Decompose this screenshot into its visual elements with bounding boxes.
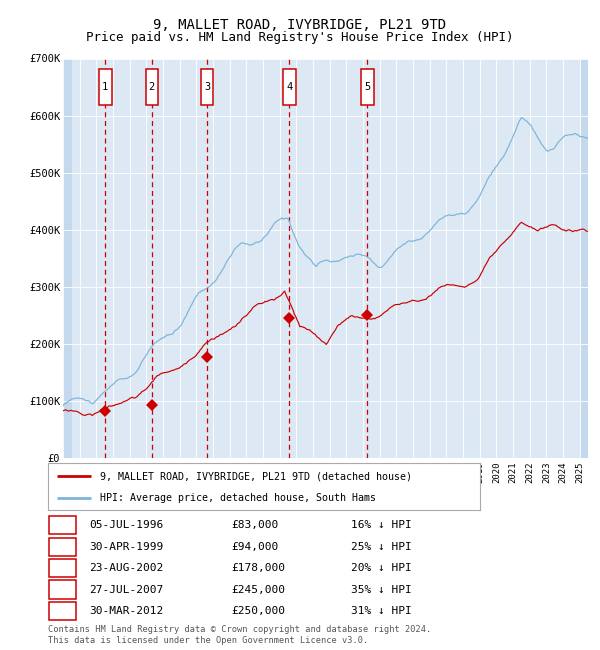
FancyBboxPatch shape: [283, 69, 296, 105]
Text: Price paid vs. HM Land Registry's House Price Index (HPI): Price paid vs. HM Land Registry's House …: [86, 31, 514, 44]
Text: HPI: Average price, detached house, South Hams: HPI: Average price, detached house, Sout…: [100, 493, 376, 502]
Text: 05-JUL-1996: 05-JUL-1996: [89, 520, 163, 530]
Text: 4: 4: [59, 584, 65, 595]
Text: 35% ↓ HPI: 35% ↓ HPI: [351, 584, 412, 595]
Text: 5: 5: [59, 606, 65, 616]
Text: 2: 2: [149, 82, 155, 92]
FancyBboxPatch shape: [99, 69, 112, 105]
Text: 30-MAR-2012: 30-MAR-2012: [89, 606, 163, 616]
Bar: [63, 58, 72, 458]
Text: 27-JUL-2007: 27-JUL-2007: [89, 584, 163, 595]
Text: 25% ↓ HPI: 25% ↓ HPI: [351, 541, 412, 552]
Bar: [580, 58, 588, 458]
Text: £250,000: £250,000: [231, 606, 285, 616]
Text: 16% ↓ HPI: 16% ↓ HPI: [351, 520, 412, 530]
Text: 20% ↓ HPI: 20% ↓ HPI: [351, 563, 412, 573]
Text: 1: 1: [59, 520, 65, 530]
Text: 30-APR-1999: 30-APR-1999: [89, 541, 163, 552]
Text: 4: 4: [286, 82, 292, 92]
Text: 31% ↓ HPI: 31% ↓ HPI: [351, 606, 412, 616]
Text: £245,000: £245,000: [231, 584, 285, 595]
FancyBboxPatch shape: [146, 69, 158, 105]
FancyBboxPatch shape: [361, 69, 373, 105]
FancyBboxPatch shape: [200, 69, 214, 105]
Text: 9, MALLET ROAD, IVYBRIDGE, PL21 9TD (detached house): 9, MALLET ROAD, IVYBRIDGE, PL21 9TD (det…: [100, 471, 412, 481]
Text: £178,000: £178,000: [231, 563, 285, 573]
Text: £83,000: £83,000: [231, 520, 278, 530]
Text: 1: 1: [102, 82, 109, 92]
Text: 2: 2: [59, 541, 65, 552]
Text: 9, MALLET ROAD, IVYBRIDGE, PL21 9TD: 9, MALLET ROAD, IVYBRIDGE, PL21 9TD: [154, 18, 446, 32]
Text: Contains HM Land Registry data © Crown copyright and database right 2024.
This d: Contains HM Land Registry data © Crown c…: [48, 625, 431, 645]
Text: £94,000: £94,000: [231, 541, 278, 552]
Text: 23-AUG-2002: 23-AUG-2002: [89, 563, 163, 573]
Text: 3: 3: [204, 82, 210, 92]
Text: 3: 3: [59, 563, 65, 573]
Text: 5: 5: [364, 82, 370, 92]
